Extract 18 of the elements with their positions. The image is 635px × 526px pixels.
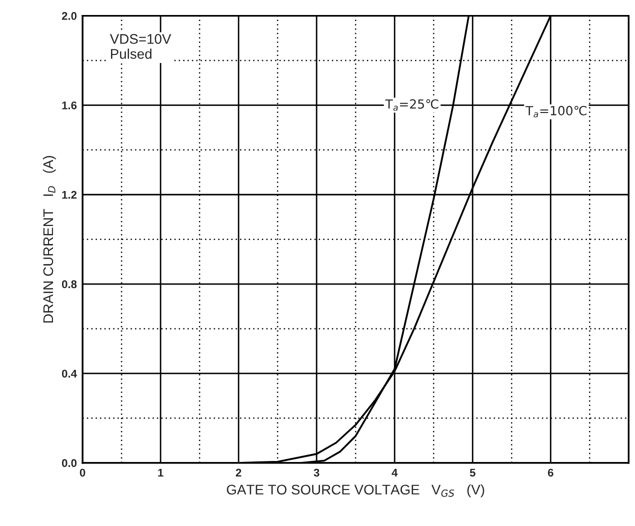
x-tick-label: 0: [80, 468, 86, 477]
text: GATE TO SOURCE VOLTAGE V$_{GS}$ (V): [226, 484, 484, 498]
x-tick-label: 5: [470, 468, 476, 477]
text: DRAIN CURRENT I$_{D}$ (A): [42, 156, 56, 322]
x-tick-label: 3: [314, 468, 320, 477]
x-tick-label: 6: [548, 468, 554, 477]
series-label: T$_{a}$=100℃: [525, 106, 586, 118]
series-label: T$_{a}$=25℃: [385, 99, 438, 111]
y-tick-label: 0.4: [62, 370, 77, 378]
y-tick-label: 2.0: [62, 12, 77, 20]
y-tick-label: 0.8: [62, 280, 77, 288]
x-tick-label: 2: [236, 468, 242, 476]
y-tick-label: 1.6: [62, 101, 77, 110]
y-tick-label: 1.2: [62, 190, 77, 199]
y-tick-label: 0.0: [62, 459, 77, 468]
annotation: VDS=10V Pulsed: [110, 34, 172, 59]
x-tick-label: 4: [392, 468, 398, 476]
x-tick-label: 1: [158, 468, 164, 476]
